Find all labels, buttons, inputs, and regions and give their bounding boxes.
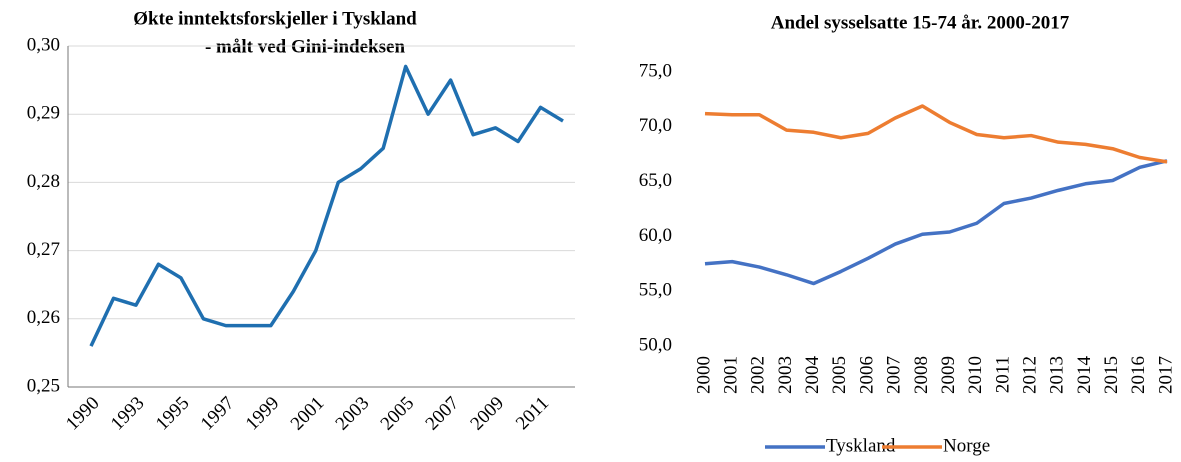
series-line xyxy=(704,159,1168,286)
x-tick-label: 2002 xyxy=(748,356,769,394)
x-tick-label: 1995 xyxy=(152,393,194,435)
y-tick-label: 70,0 xyxy=(639,115,672,136)
y-tick-label: 0,29 xyxy=(27,103,60,124)
legend-label: Norge xyxy=(943,435,990,456)
x-tick-label: 2016 xyxy=(1128,356,1149,394)
x-tick-label: 1990 xyxy=(62,393,104,435)
y-tick-label: 50,0 xyxy=(639,334,672,355)
x-tick-label: 2001 xyxy=(287,393,329,435)
y-tick-label: 0,28 xyxy=(27,171,60,192)
y-tick-label: 0,26 xyxy=(27,307,60,328)
chart-subtitle: - målt ved Gini-indeksen xyxy=(205,36,405,57)
y-tick-label: 55,0 xyxy=(639,280,672,301)
x-tick-label: 1999 xyxy=(242,393,284,435)
chart-title: Andel sysselsatte 15-74 år. 2000-2017 xyxy=(771,12,1070,33)
x-tick-label: 2015 xyxy=(1101,356,1122,394)
y-tick-label: 75,0 xyxy=(639,60,672,81)
x-tick-label: 1997 xyxy=(197,393,239,435)
legend-label: Tyskland xyxy=(826,435,896,456)
x-tick-label: 2007 xyxy=(422,393,464,435)
x-tick-label: 2009 xyxy=(466,393,508,435)
x-tick-label: 2000 xyxy=(693,356,714,394)
x-tick-label: 2013 xyxy=(1047,356,1068,394)
series-line xyxy=(704,104,1168,164)
x-tick-label: 2009 xyxy=(938,356,959,394)
x-tick-label: 2003 xyxy=(775,356,796,394)
x-tick-label: 2007 xyxy=(884,356,905,394)
x-tick-label: 2004 xyxy=(802,356,823,395)
x-tick-label: 2012 xyxy=(1019,356,1040,394)
x-tick-label: 2005 xyxy=(377,393,419,435)
x-tick-label: 2001 xyxy=(721,356,742,394)
x-tick-label: 2010 xyxy=(965,356,986,394)
y-tick-label: 0,30 xyxy=(27,34,60,55)
x-tick-label: 2011 xyxy=(512,393,553,434)
x-tick-label: 2011 xyxy=(992,356,1013,393)
y-tick-label: 65,0 xyxy=(639,170,672,191)
y-tick-label: 0,27 xyxy=(27,239,60,260)
x-tick-label: 2006 xyxy=(856,356,877,394)
x-tick-label: 2005 xyxy=(829,356,850,394)
y-tick-label: 0,25 xyxy=(27,375,60,396)
series-line xyxy=(89,64,564,347)
x-tick-label: 2017 xyxy=(1155,356,1176,394)
chart-title: Økte inntektsforskjeller i Tyskland xyxy=(133,8,417,29)
x-tick-label: 2014 xyxy=(1074,356,1095,395)
x-tick-label: 2008 xyxy=(911,356,932,394)
y-tick-label: 60,0 xyxy=(639,225,672,246)
x-tick-label: 1993 xyxy=(107,393,149,435)
x-tick-label: 2003 xyxy=(332,393,374,435)
